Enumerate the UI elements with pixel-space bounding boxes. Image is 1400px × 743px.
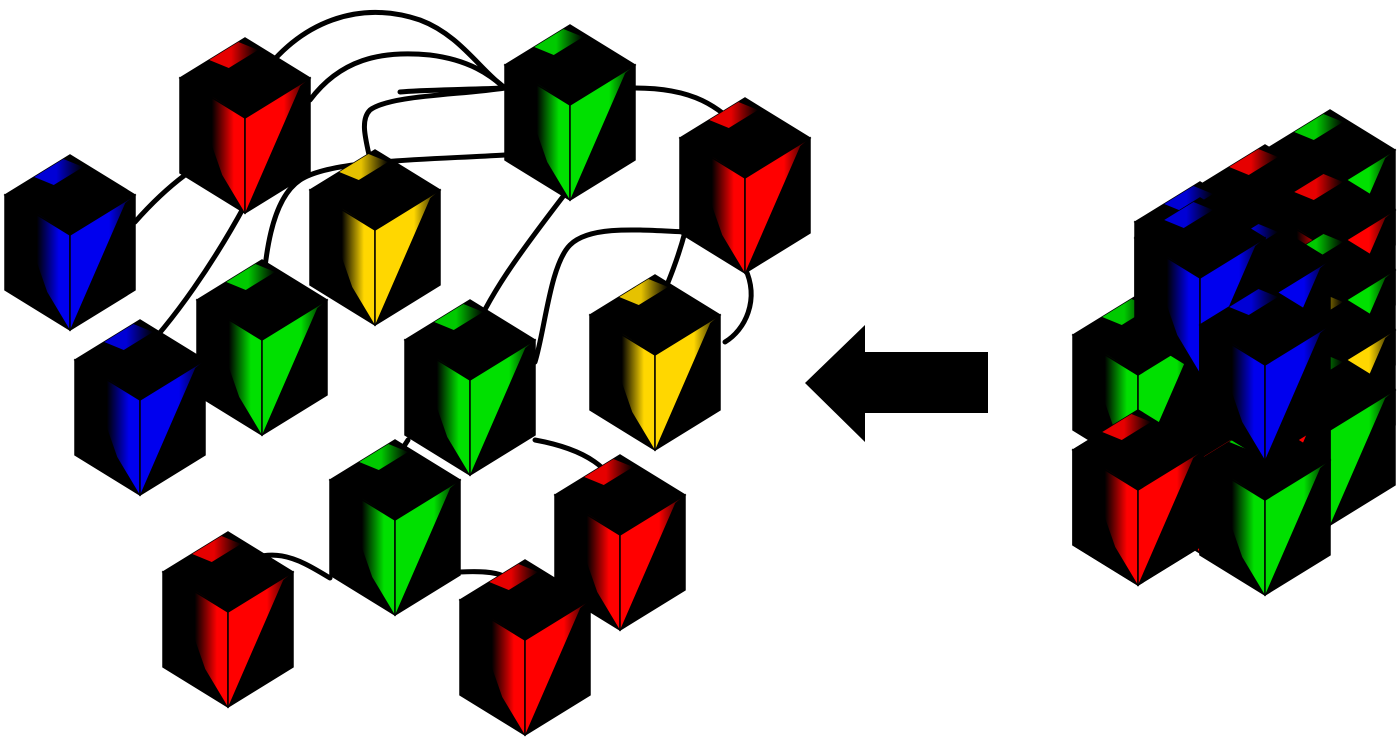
cube-green-lower [328,439,462,617]
arrow-left-icon [805,325,988,442]
cube-green-center [403,299,537,477]
connection-line [397,85,508,95]
connection-line [132,172,188,225]
connection-line [722,265,754,345]
block-cube-red-front [1071,409,1205,587]
cube-network [3,24,812,737]
arrow-left-shape [805,325,988,442]
cube-red-bottom-mid [458,559,592,737]
cube-red-top [178,37,312,215]
connection-line [532,227,688,365]
cube-red-bottom-left [161,531,295,709]
assembled-cube-block [1071,109,1397,597]
connection-line [259,152,508,303]
cube-red-right [678,97,812,275]
cube-blue-left [3,154,137,332]
connection-line [307,51,508,103]
block-cube-blue-center [1198,284,1332,462]
connection-line [255,10,508,91]
cube-green-mid-left [195,259,329,437]
cube-blue-mid [73,319,207,497]
cube-green-top [503,24,637,202]
cube-yellow-right [588,274,722,452]
cube-yellow-upper [308,149,442,327]
